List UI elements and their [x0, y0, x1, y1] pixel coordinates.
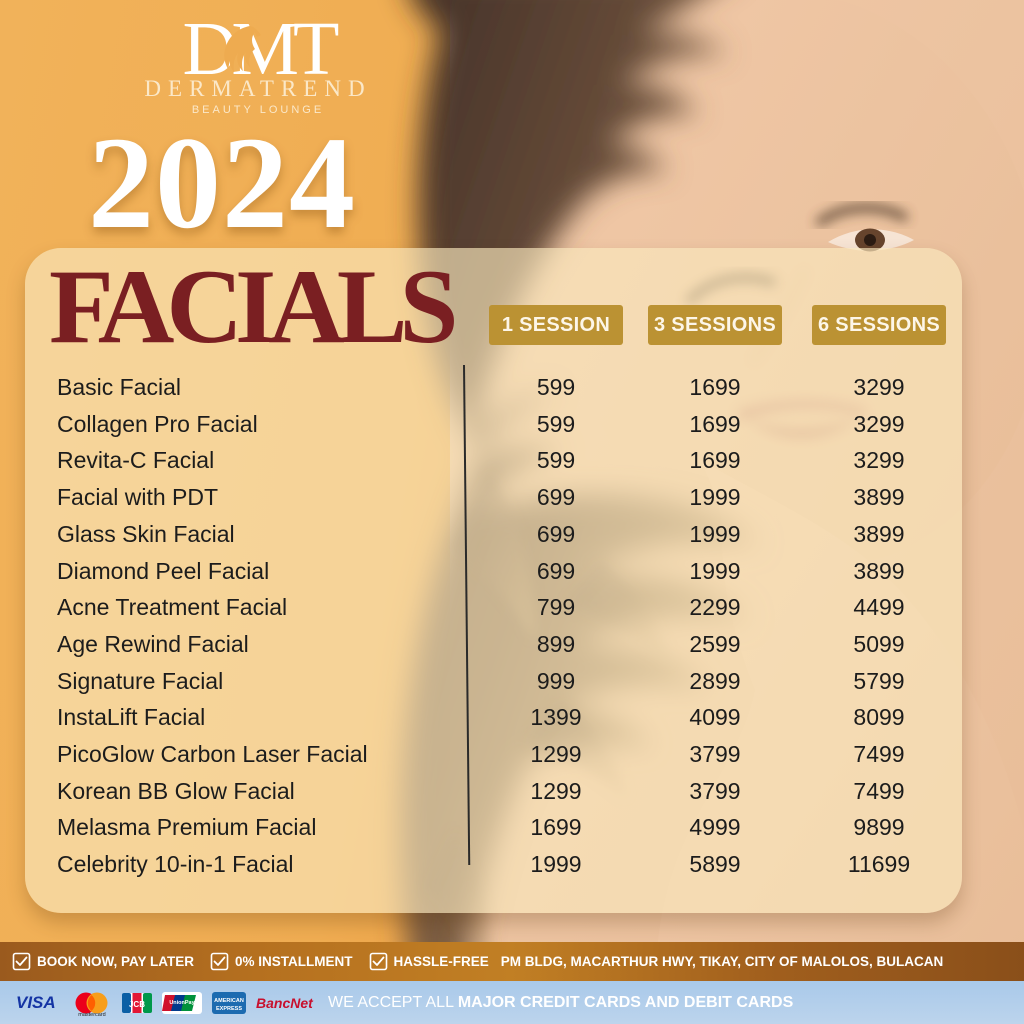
svg-text:BancNet: BancNet [256, 995, 314, 1011]
svg-text:JCB: JCB [129, 1000, 145, 1009]
svg-text:VISA: VISA [16, 993, 56, 1012]
svg-text:mastercard: mastercard [78, 1012, 106, 1018]
svg-text:DMT: DMT [183, 7, 339, 91]
svg-text:EXPRESS: EXPRESS [216, 1006, 242, 1012]
svg-text:AMERICAN: AMERICAN [214, 998, 244, 1004]
svg-text:UnionPay: UnionPay [169, 1000, 195, 1006]
